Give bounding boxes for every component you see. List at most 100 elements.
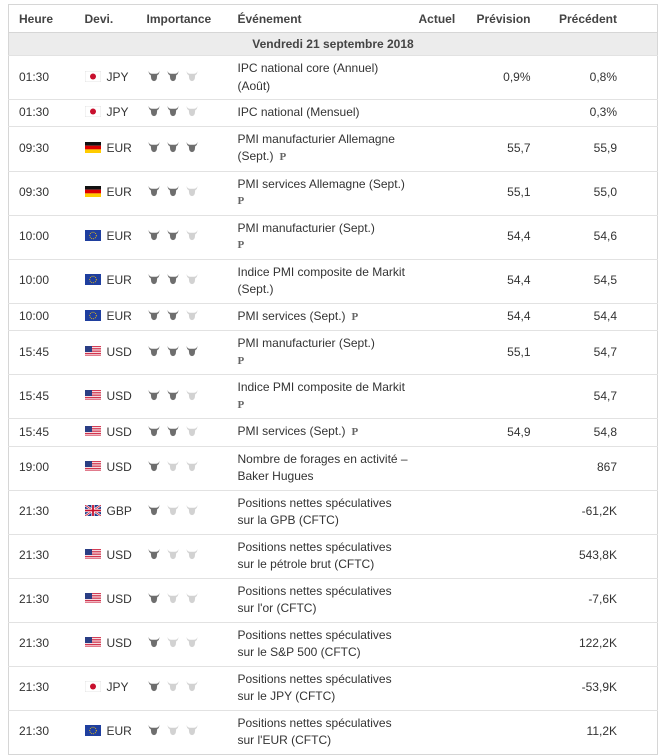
actual-cell — [408, 302, 461, 331]
page-body: {"header":{"time":"Heure","currency":"De… — [8, 4, 658, 755]
date-cell: Vendredi 21 septembre 2018 — [8, 32, 658, 56]
importance-cell — [136, 621, 228, 666]
time-cell: 15:45 — [8, 330, 75, 375]
flag-svg — [84, 681, 101, 693]
importance-cell — [136, 302, 228, 331]
bull-svg — [147, 549, 160, 560]
event-line: Positions nettes spéculatives — [237, 627, 392, 642]
event-cell: Positions nettes spéculatives sur l'EUR (… — [227, 709, 409, 754]
previous-cell: -7,6K — [540, 577, 658, 622]
preliminary-mark: P — [237, 195, 245, 207]
bull-icon — [147, 105, 161, 117]
time-cell: 10:00 — [8, 258, 75, 303]
actual-cell — [408, 533, 461, 578]
preliminary-mark: P — [279, 151, 287, 163]
forecast-cell: 55,7 — [460, 125, 541, 171]
bull-icon — [147, 425, 161, 437]
importance-level — [147, 592, 204, 606]
time-cell: 10:00 — [8, 214, 75, 259]
flag-icon — [84, 460, 101, 473]
bull-svg — [185, 141, 198, 152]
bull-svg — [185, 725, 198, 736]
bull-svg — [166, 461, 179, 472]
bull-icon — [166, 105, 180, 117]
bull-svg — [147, 425, 160, 436]
event-row: 09:30 EUR PMI manufacturier Allemagne (Sept… — [8, 125, 658, 171]
currency-cell: GBP — [74, 489, 137, 534]
bull-icon — [147, 273, 161, 285]
header-cell[interactable]: Devi. — [74, 4, 137, 33]
forecast-cell — [460, 621, 541, 666]
header-cell[interactable]: Heure — [8, 4, 75, 33]
bull-svg — [166, 230, 179, 241]
bull-svg — [185, 505, 198, 516]
bull-icon — [185, 309, 199, 321]
currency-code: EUR — [106, 185, 132, 200]
bull-svg — [166, 141, 179, 152]
bull-icon — [166, 680, 180, 692]
flag-svg — [84, 186, 101, 198]
currency-code: USD — [106, 424, 132, 439]
bull-svg — [147, 461, 160, 472]
importance-level — [147, 309, 204, 323]
currency-cell: USD — [74, 418, 137, 446]
importance-level — [147, 273, 204, 287]
event-cell: Positions nettes spéculatives sur la GPB … — [227, 489, 409, 534]
event-line: PMI services Allemagne (Sept.) — [237, 176, 405, 191]
importance-cell — [136, 330, 228, 375]
currency-cell: USD — [74, 533, 137, 578]
preliminary-mark: P — [237, 354, 245, 367]
currency-code: JPY — [106, 69, 129, 84]
bull-icon — [147, 185, 161, 197]
previous-cell: 54,7 — [540, 374, 658, 419]
currency-cell: USD — [74, 621, 137, 666]
event-row: 21:30 USD Positions nettes spéculatives sur… — [8, 533, 658, 578]
event-row: 15:45 USD Indice PMI composite de Markit P 5… — [8, 374, 658, 419]
header-cell[interactable]: Prévision — [460, 4, 541, 33]
importance-level — [147, 636, 204, 650]
currency-cell: JPY — [74, 99, 137, 126]
bull-icon — [185, 105, 199, 117]
bull-icon — [166, 724, 180, 736]
event-cell: PMI services (Sept.) P — [227, 418, 409, 446]
time-cell: 21:30 — [8, 621, 75, 666]
header-cell[interactable]: Actuel — [408, 4, 461, 33]
forecast-cell: 55,1 — [460, 330, 541, 375]
bull-svg — [147, 593, 160, 604]
bull-svg — [147, 345, 160, 356]
previous-cell: -53,9K — [540, 665, 658, 710]
header-cell[interactable]: Importance — [136, 4, 228, 33]
currency-cell: EUR — [74, 258, 137, 303]
bull-icon — [185, 724, 199, 736]
flag-svg — [84, 141, 101, 153]
bull-svg — [166, 389, 179, 400]
bull-icon — [185, 460, 199, 472]
bull-icon — [147, 460, 161, 472]
event-cell: Positions nettes spéculatives sur l'or (C… — [227, 577, 409, 622]
bull-icon — [185, 636, 199, 648]
bull-svg — [185, 345, 198, 356]
event-line: PMI services (Sept.) P — [237, 308, 359, 323]
currency-cell: EUR — [74, 125, 137, 171]
currency-code: USD — [106, 548, 132, 563]
bull-svg — [185, 389, 198, 400]
previous-cell: 54,6 — [540, 214, 658, 259]
event-line: PMI services (Sept.) P — [237, 424, 359, 438]
bull-svg — [147, 274, 160, 285]
bull-svg — [166, 345, 179, 356]
forecast-cell — [460, 374, 541, 419]
header-cell[interactable]: Événement — [227, 4, 409, 33]
importance-cell — [136, 418, 228, 446]
flag-icon — [84, 592, 101, 605]
flag-svg — [84, 389, 101, 401]
time-cell: 21:30 — [8, 665, 75, 710]
event-row: 10:00 EUR PMI manufacturier (Sept.) P 54,4 54… — [8, 214, 658, 259]
event-cell: Indice PMI composite de Markit (Sept.) — [227, 258, 409, 303]
flag-icon — [84, 141, 101, 153]
bull-icon — [147, 548, 161, 560]
header-cell[interactable]: Précédent — [540, 4, 658, 33]
event-line: sur l'or (CFTC) — [237, 601, 317, 615]
time-cell: 01:30 — [8, 55, 75, 100]
bull-icon — [166, 504, 180, 516]
forecast-cell — [460, 665, 541, 710]
